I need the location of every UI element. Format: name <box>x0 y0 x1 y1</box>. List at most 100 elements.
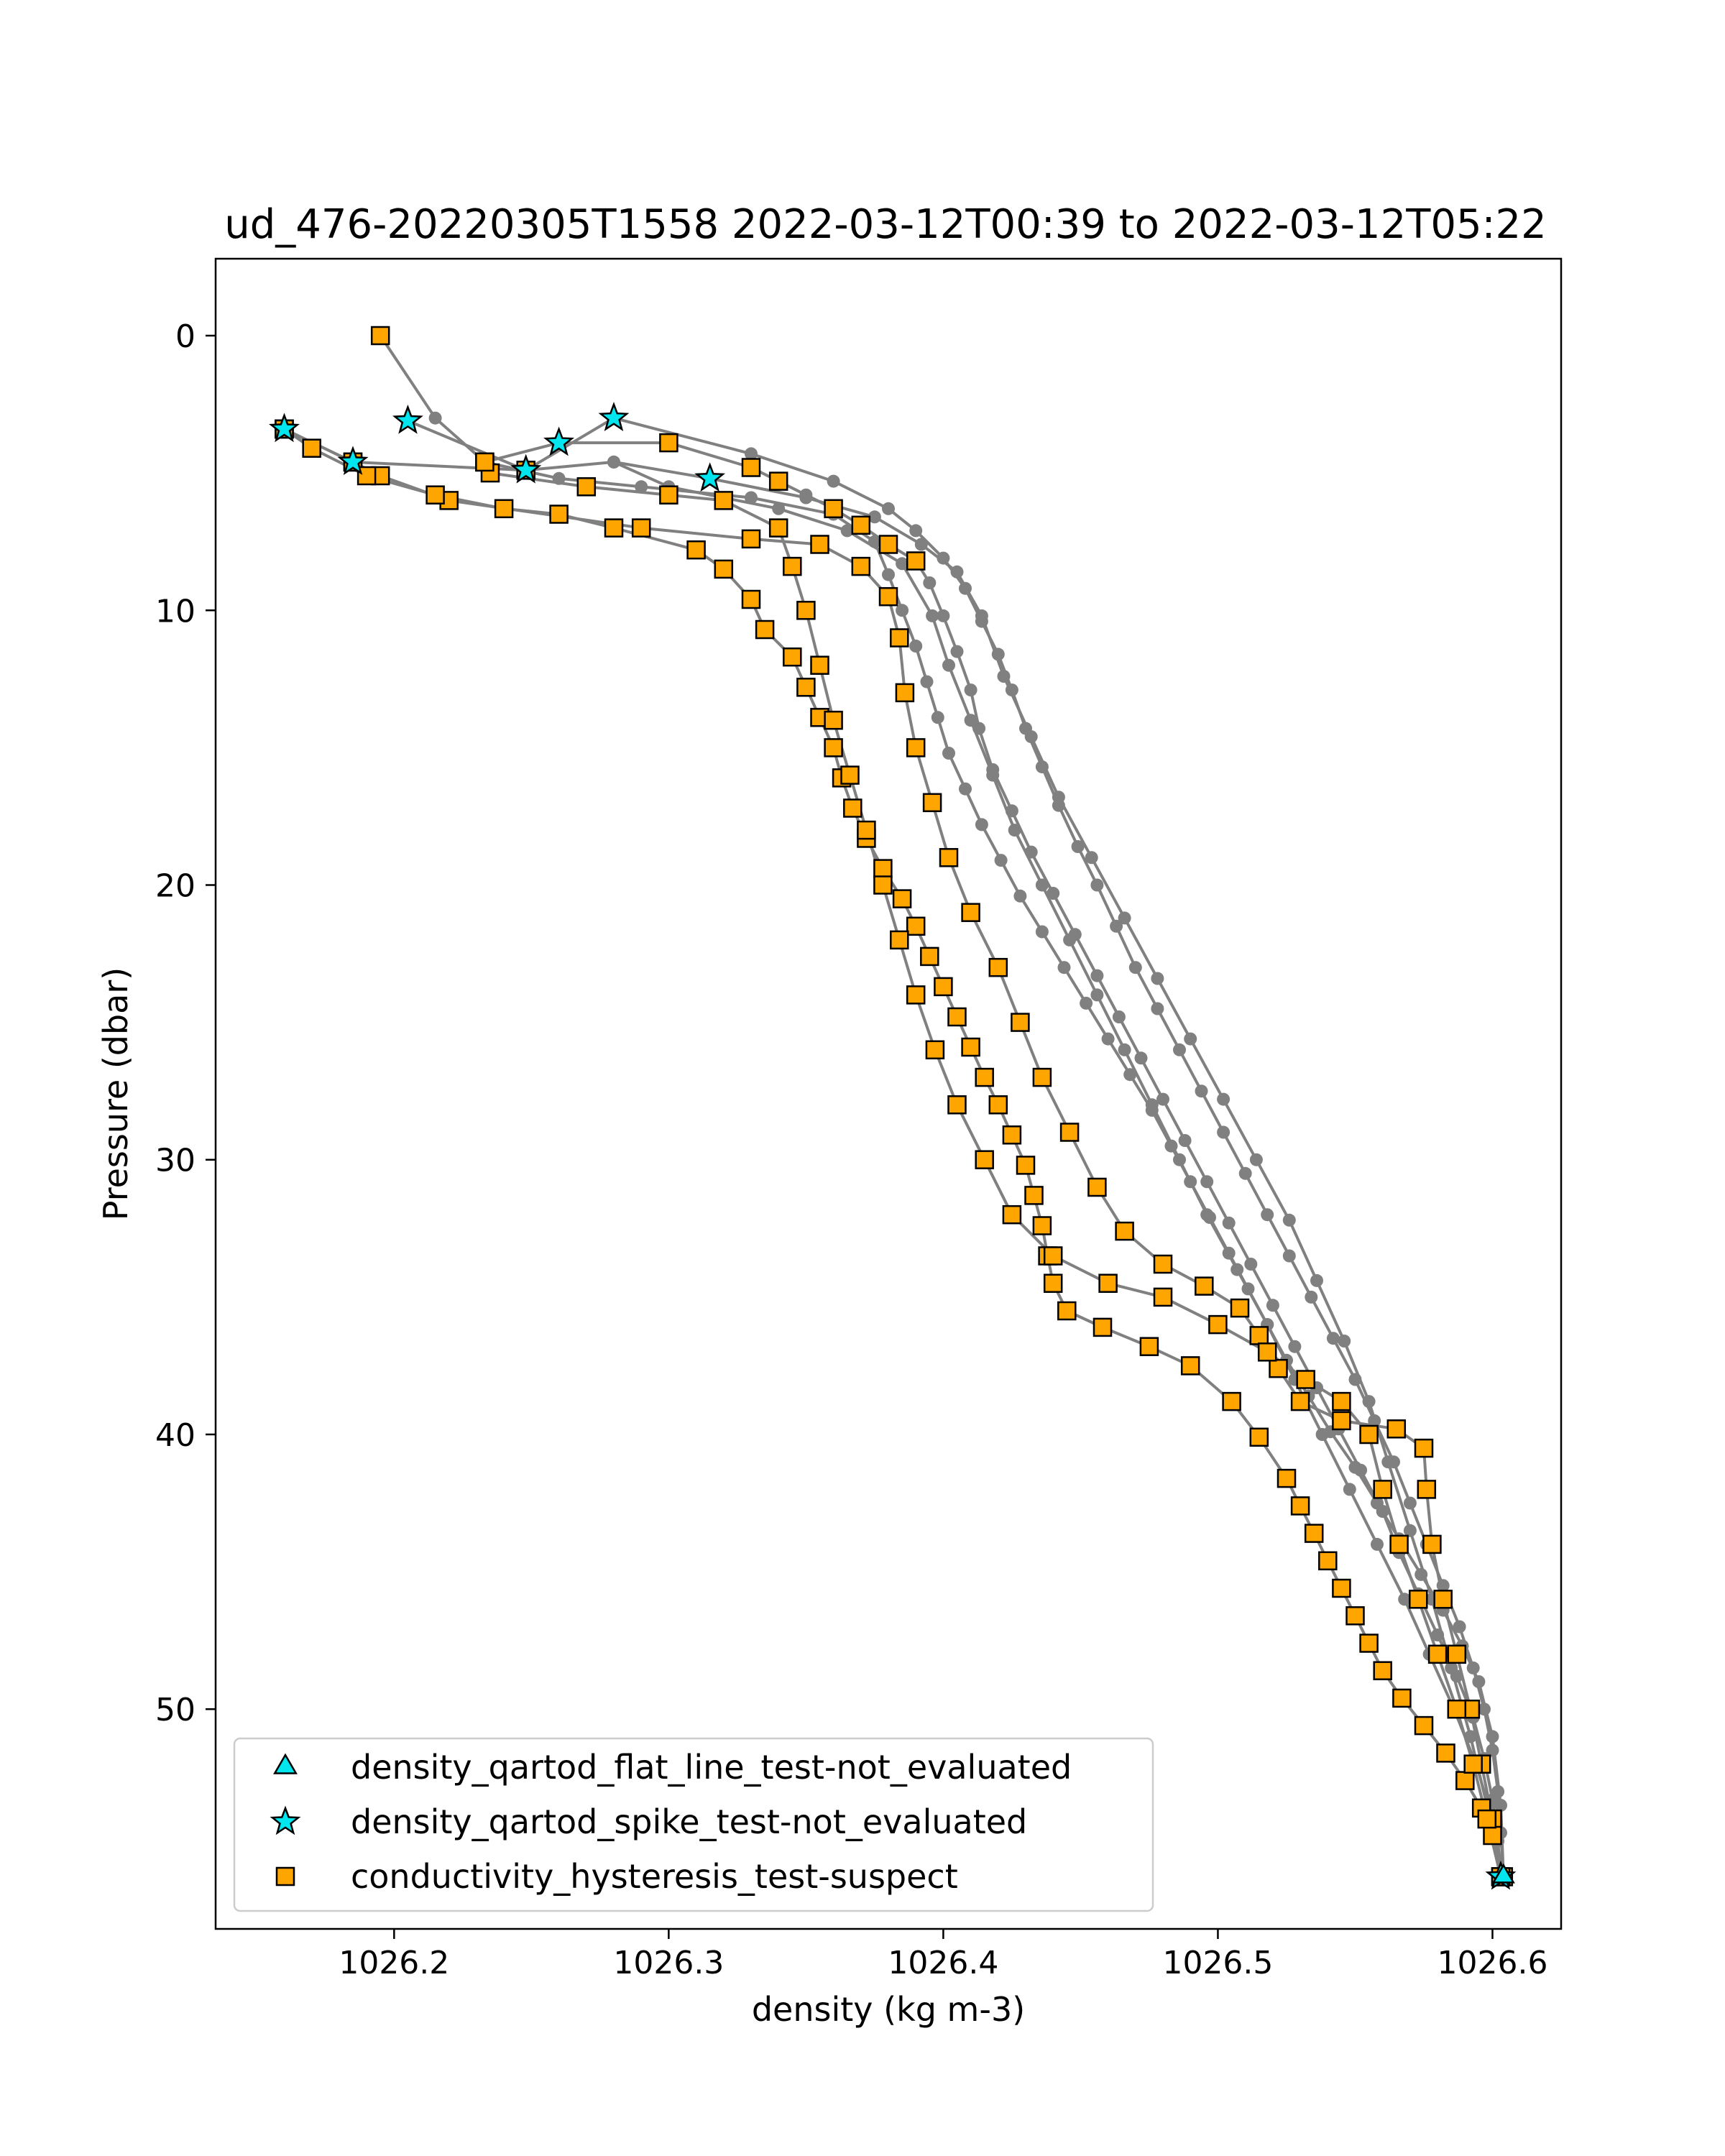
hysteresis-suspect-marker <box>783 556 802 576</box>
data-point <box>1035 760 1049 774</box>
data-point <box>986 768 1000 782</box>
hysteresis-suspect-marker <box>1332 1578 1351 1598</box>
data-point <box>920 675 934 688</box>
y-tick-label: 50 <box>155 1692 196 1728</box>
hysteresis-suspect-marker <box>824 738 843 757</box>
spike-not-evaluated-marker <box>694 462 726 492</box>
hysteresis-suspect-marker <box>878 535 898 554</box>
hysteresis-suspect-marker <box>906 985 926 1005</box>
hysteresis-suspect-marker <box>1436 1743 1455 1763</box>
data-point <box>1494 1799 1507 1812</box>
hysteresis-suspect-marker <box>1417 1480 1437 1499</box>
data-point <box>1348 1373 1362 1386</box>
data-point <box>1266 1299 1279 1312</box>
hysteresis-suspect-marker <box>1414 1715 1434 1736</box>
hysteresis-suspect-marker <box>1249 1427 1269 1447</box>
hysteresis-suspect-marker <box>922 793 942 813</box>
data-point <box>1200 1175 1214 1189</box>
data-point <box>772 502 786 515</box>
data-point <box>931 711 944 724</box>
data-point <box>1445 1661 1458 1674</box>
hysteresis-suspect-marker <box>1332 1391 1351 1411</box>
legend: density_qartod_flat_line_test-not_evalua… <box>233 1737 1154 1912</box>
hysteresis-suspect-marker <box>1296 1370 1315 1389</box>
hysteresis-suspect-marker <box>1373 1480 1392 1499</box>
data-point <box>1403 1496 1417 1510</box>
hysteresis-suspect-marker <box>925 1040 945 1060</box>
legend-label-flat-line: density_qartod_flat_line_test-not_evalua… <box>351 1748 1072 1787</box>
data-point <box>896 604 909 617</box>
axes-frame <box>214 257 1563 1930</box>
hysteresis-suspect-marker <box>1043 1273 1063 1293</box>
data-point <box>959 782 972 796</box>
data-point <box>1472 1675 1486 1688</box>
legend-triangle-marker <box>273 1753 298 1774</box>
data-point <box>1134 1051 1148 1065</box>
hysteresis-suspect-marker <box>741 589 761 609</box>
chart-title: ud_476-20220305T1558 2022-03-12T00:39 to… <box>224 201 1547 248</box>
x-tick-label: 1026.5 <box>1162 1945 1273 1981</box>
data-point <box>1244 1258 1258 1271</box>
hysteresis-suspect-marker <box>1057 1301 1077 1321</box>
data-point <box>1282 1249 1296 1263</box>
data-point <box>937 551 950 565</box>
hysteresis-suspect-marker <box>1269 1358 1288 1378</box>
data-point <box>882 502 895 515</box>
data-point <box>1230 1263 1244 1276</box>
hysteresis-suspect-marker <box>873 859 893 878</box>
profile-group <box>607 455 1510 1884</box>
data-point <box>1090 969 1104 982</box>
plot-area <box>269 326 1517 1890</box>
hysteresis-suspect-marker <box>1087 1177 1107 1197</box>
data-point <box>1249 1153 1263 1166</box>
data-point <box>1184 1032 1197 1046</box>
hysteresis-suspect-marker <box>873 875 893 895</box>
legend-markers <box>270 1753 301 1886</box>
hysteresis-suspect-marker <box>934 977 953 997</box>
hysteresis-suspect-marker <box>370 326 390 346</box>
hysteresis-suspect-marker <box>686 540 706 560</box>
data-point <box>1057 961 1071 975</box>
hysteresis-suspect-marker <box>878 586 898 607</box>
data-point <box>1013 889 1027 903</box>
hysteresis-suspect-marker <box>947 1095 967 1115</box>
hysteresis-suspect-marker <box>1359 1634 1379 1653</box>
hysteresis-suspect-marker <box>824 710 843 730</box>
data-point <box>1151 1002 1164 1015</box>
data-point <box>964 683 978 697</box>
data-point <box>1305 1290 1318 1304</box>
spike-not-evaluated-marker <box>543 426 574 456</box>
data-point <box>1071 840 1085 853</box>
data-point <box>1110 919 1123 933</box>
hysteresis-suspect-marker <box>961 903 980 922</box>
data-point <box>882 568 895 581</box>
data-point <box>745 447 758 461</box>
data-point <box>840 524 854 538</box>
suspect-group <box>475 452 1511 1886</box>
hysteresis-suspect-marker <box>1002 1125 1022 1145</box>
data-point <box>950 565 964 579</box>
spike-not-evaluated-marker <box>269 413 300 443</box>
hysteresis-suspect-marker <box>1115 1221 1134 1241</box>
hysteresis-suspect-marker <box>1002 1204 1022 1225</box>
hysteresis-suspect-marker <box>1059 1123 1080 1142</box>
hysteresis-suspect-marker <box>475 452 494 472</box>
hysteresis-suspect-marker <box>857 820 876 840</box>
hysteresis-suspect-marker <box>1153 1287 1173 1307</box>
hysteresis-suspect-marker <box>1257 1342 1277 1362</box>
hysteresis-suspect-marker <box>302 438 321 458</box>
hysteresis-suspect-marker <box>604 518 624 538</box>
hysteresis-suspect-marker <box>1304 1524 1324 1543</box>
hysteresis-suspect-marker <box>1392 1688 1412 1708</box>
hysteresis-suspect-marker <box>796 601 816 620</box>
data-point <box>799 491 813 505</box>
data-point <box>1063 933 1077 946</box>
hysteresis-suspect-marker <box>939 848 959 867</box>
hysteresis-suspect-marker <box>1409 1590 1428 1609</box>
data-point <box>1486 1730 1499 1743</box>
hysteresis-suspect-marker <box>1290 1496 1310 1516</box>
hysteresis-suspect-marker <box>1098 1273 1118 1293</box>
hysteresis-suspect-marker <box>892 889 912 908</box>
hysteresis-suspect-marker <box>714 491 734 510</box>
